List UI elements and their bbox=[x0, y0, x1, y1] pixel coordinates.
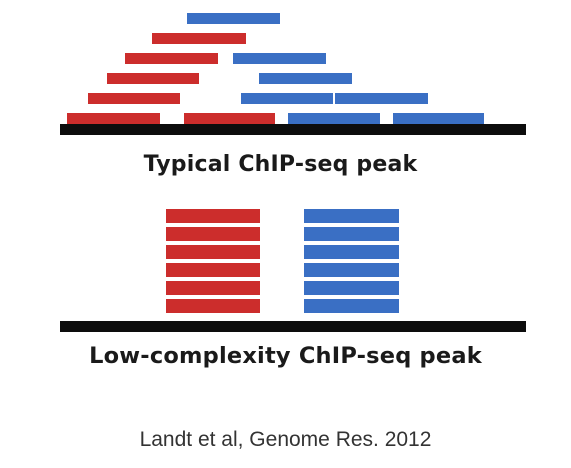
red-read bbox=[166, 263, 260, 277]
blue-read bbox=[304, 263, 399, 277]
blue-read bbox=[304, 209, 399, 223]
typical-peak-genome-baseline bbox=[60, 124, 526, 135]
low-complexity-peak-label: Low-complexity ChIP-seq peak bbox=[89, 343, 482, 369]
blue-read bbox=[335, 93, 428, 104]
blue-read bbox=[241, 93, 333, 104]
blue-read bbox=[304, 299, 399, 313]
red-read bbox=[166, 299, 260, 313]
red-read bbox=[107, 73, 199, 84]
blue-read bbox=[233, 53, 326, 64]
red-read bbox=[166, 281, 260, 295]
red-read bbox=[67, 113, 160, 124]
blue-read bbox=[304, 245, 399, 259]
red-read bbox=[166, 245, 260, 259]
red-read bbox=[184, 113, 275, 124]
blue-read bbox=[304, 227, 399, 241]
blue-read bbox=[393, 113, 484, 124]
red-read bbox=[166, 209, 260, 223]
low-complexity-peak-reads bbox=[166, 209, 399, 313]
blue-read bbox=[288, 113, 380, 124]
blue-read bbox=[259, 73, 352, 84]
red-read bbox=[125, 53, 218, 64]
red-read bbox=[152, 33, 246, 44]
typical-peak-label: Typical ChIP-seq peak bbox=[143, 152, 418, 177]
low-complexity-peak-genome-baseline bbox=[60, 321, 526, 332]
blue-read bbox=[304, 281, 399, 295]
citation-text: Landt et al, Genome Res. 2012 bbox=[139, 428, 432, 451]
typical-peak-reads bbox=[67, 13, 484, 124]
red-read bbox=[88, 93, 180, 104]
red-read bbox=[166, 227, 260, 241]
blue-read bbox=[187, 13, 280, 24]
